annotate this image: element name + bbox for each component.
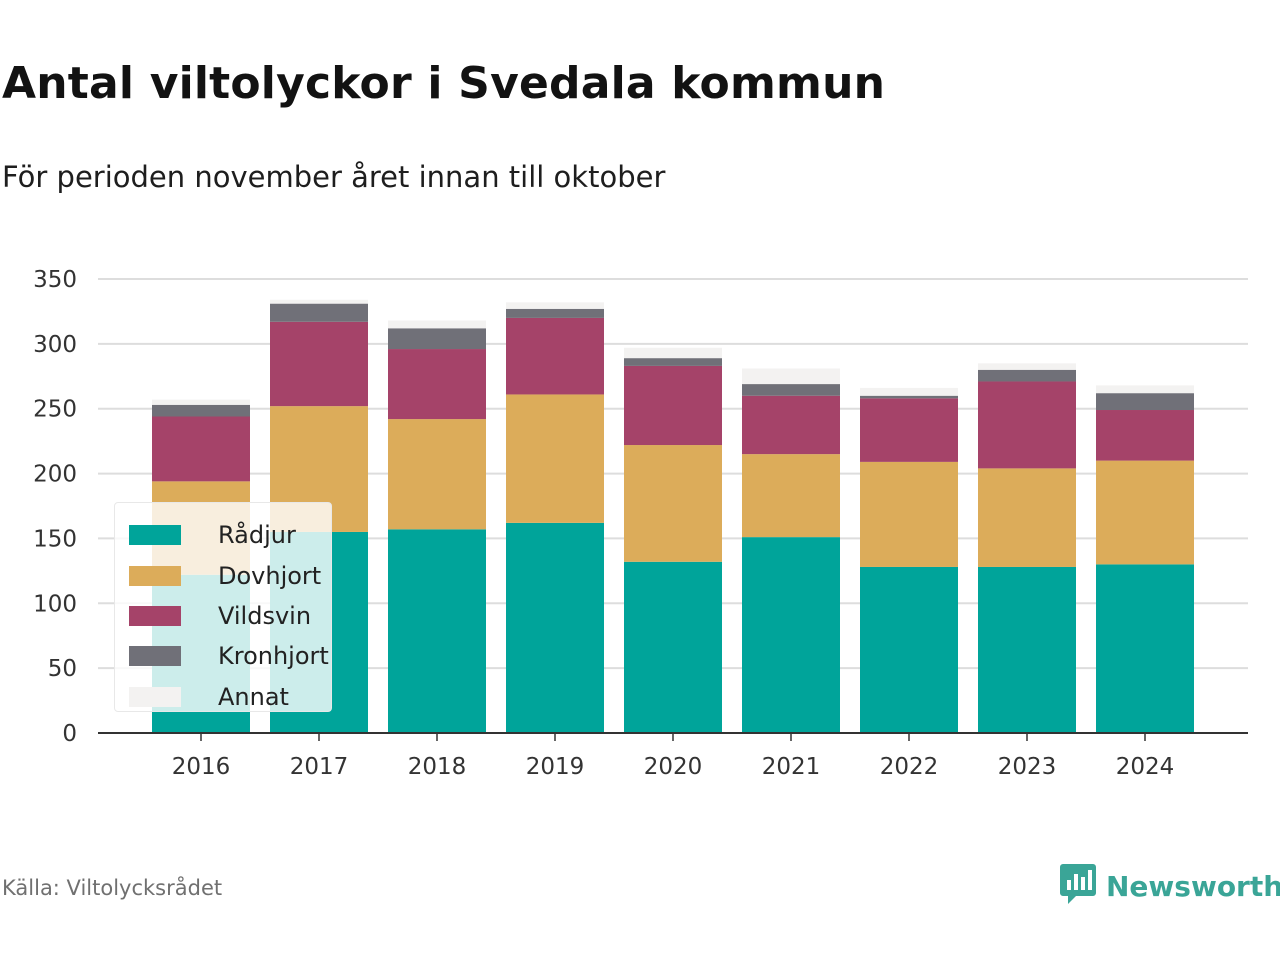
bar-segment-kronhjort-2021[interactable] [742, 384, 840, 396]
y-tick-label: 350 [33, 267, 77, 293]
bar-segment-annat-2024[interactable] [1096, 385, 1194, 394]
y-tick-label: 200 [33, 462, 77, 488]
bar-segment-kronhjort-2017[interactable] [270, 303, 368, 322]
x-tick-label: 2019 [526, 754, 585, 780]
bar-segment-vildsvin-2021[interactable] [742, 395, 840, 455]
bar-segment-vildsvin-2022[interactable] [860, 398, 958, 462]
legend-item-dovhjort[interactable]: Dovhjort [115, 555, 331, 595]
x-tick-label: 2023 [998, 754, 1057, 780]
x-tick-label: 2024 [1116, 754, 1175, 780]
y-tick-label: 300 [33, 332, 77, 358]
legend-item-annat[interactable]: Annat [115, 677, 331, 717]
legend-label: Kronhjort [218, 642, 329, 671]
y-tick-label: 100 [33, 591, 77, 617]
bar-segment-annat-2017[interactable] [270, 299, 368, 304]
bar-segment-kronhjort-2022[interactable] [860, 395, 958, 399]
x-tick-label: 2020 [644, 754, 703, 780]
bar-segment-annat-2016[interactable] [152, 399, 250, 405]
bar-segment-dovhjort-2024[interactable] [1096, 460, 1194, 565]
bar-segment-kronhjort-2023[interactable] [978, 369, 1076, 382]
bar-segment-annat-2019[interactable] [506, 302, 604, 309]
legend-label: Rådjur [218, 521, 296, 550]
x-tick-label: 2017 [290, 754, 349, 780]
legend-swatch [129, 525, 181, 546]
bar-segment-dovhjort-2019[interactable] [506, 394, 604, 523]
bar-segment-dovhjort-2022[interactable] [860, 461, 958, 567]
bar-segment-rådjur-2024[interactable] [1096, 564, 1194, 733]
legend-item-rådjur[interactable]: Rådjur [115, 515, 331, 555]
newsworthy-logo-icon [1060, 862, 1096, 910]
bar-segment-kronhjort-2018[interactable] [388, 328, 486, 350]
legend-label: Annat [218, 682, 289, 711]
brand-logo[interactable]: Newsworthy [1060, 862, 1280, 910]
chart-subtitle: För perioden november året innan till ok… [2, 160, 666, 194]
chart-legend: Rådjur Dovhjort Vildsvin Kronhjort Annat [114, 502, 332, 712]
x-tick-label: 2022 [880, 754, 939, 780]
y-tick-label: 150 [33, 526, 77, 552]
bar-segment-dovhjort-2023[interactable] [978, 468, 1076, 567]
bar-segment-annat-2018[interactable] [388, 320, 486, 329]
bar-segment-kronhjort-2020[interactable] [624, 358, 722, 366]
legend-swatch [129, 565, 181, 586]
legend-item-kronhjort[interactable]: Kronhjort [115, 636, 331, 676]
chart-title: Antal viltolyckor i Svedala kommun [2, 58, 886, 109]
bar-segment-rådjur-2022[interactable] [860, 566, 958, 733]
x-tick-label: 2018 [408, 754, 467, 780]
bar-segment-kronhjort-2024[interactable] [1096, 393, 1194, 411]
legend-label: Vildsvin [218, 601, 312, 630]
bar-segment-vildsvin-2020[interactable] [624, 365, 722, 446]
bar-segment-vildsvin-2017[interactable] [270, 321, 368, 407]
bar-segment-annat-2023[interactable] [978, 363, 1076, 370]
y-tick-label: 250 [33, 397, 77, 423]
bar-segment-vildsvin-2023[interactable] [978, 381, 1076, 469]
bar-segment-dovhjort-2018[interactable] [388, 419, 486, 530]
bar-segment-kronhjort-2016[interactable] [152, 404, 250, 417]
bar-segment-vildsvin-2018[interactable] [388, 349, 486, 420]
legend-swatch [129, 646, 181, 667]
bar-segment-rådjur-2021[interactable] [742, 537, 840, 733]
bar-segment-annat-2022[interactable] [860, 387, 958, 396]
bar-segment-rådjur-2020[interactable] [624, 561, 722, 733]
brand-name: Newsworthy [1106, 869, 1280, 903]
legend-swatch [129, 686, 181, 707]
bar-segment-kronhjort-2019[interactable] [506, 308, 604, 318]
bar-segment-vildsvin-2016[interactable] [152, 416, 250, 482]
x-tick-label: 2021 [762, 754, 821, 780]
x-tick-label: 2016 [172, 754, 231, 780]
bar-segment-vildsvin-2024[interactable] [1096, 410, 1194, 461]
legend-swatch [129, 605, 181, 626]
bar-segment-vildsvin-2019[interactable] [506, 317, 604, 395]
bar-segment-annat-2021[interactable] [742, 368, 840, 385]
bar-segment-rådjur-2018[interactable] [388, 529, 486, 733]
legend-item-vildsvin[interactable]: Vildsvin [115, 596, 331, 636]
source-note: Källa: Viltolycksrådet [2, 876, 223, 900]
bar-segment-annat-2020[interactable] [624, 347, 722, 359]
legend-label: Dovhjort [218, 561, 322, 590]
bar-segment-rådjur-2023[interactable] [978, 566, 1076, 733]
y-tick-label: 50 [48, 656, 77, 682]
bar-segment-dovhjort-2020[interactable] [624, 445, 722, 562]
bar-segment-rådjur-2019[interactable] [506, 522, 604, 733]
bar-segment-dovhjort-2021[interactable] [742, 454, 840, 538]
y-tick-label: 0 [62, 721, 77, 747]
